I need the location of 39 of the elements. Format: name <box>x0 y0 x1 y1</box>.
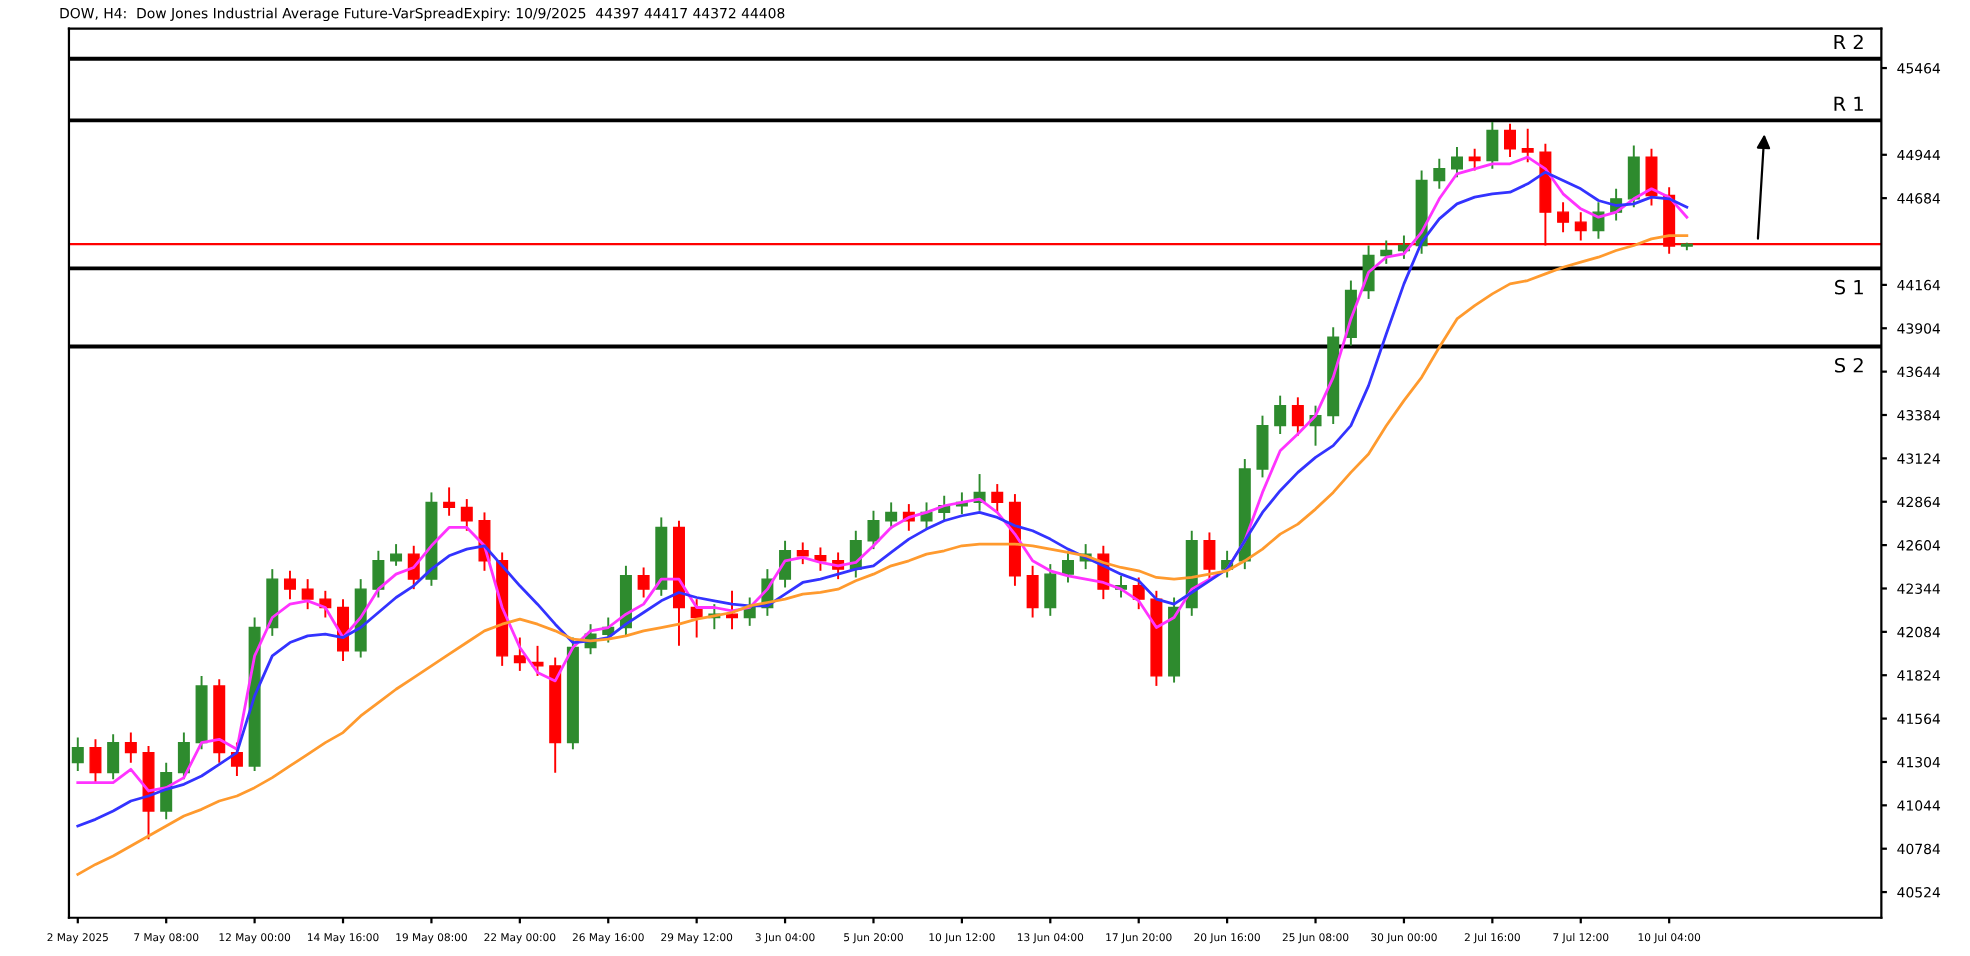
candlestick <box>1486 121 1499 170</box>
candlestick <box>1026 564 1039 619</box>
candlestick <box>1521 127 1534 164</box>
candlestick <box>390 543 403 567</box>
candlestick <box>177 731 190 781</box>
ref-line-label: S 1 <box>1835 279 1863 295</box>
candlestick <box>513 636 526 672</box>
candlestick <box>1504 122 1517 159</box>
candlestick <box>637 566 650 599</box>
candlestick <box>1557 201 1570 234</box>
candlestick <box>1433 157 1446 190</box>
candlestick <box>71 736 84 772</box>
candlestick <box>89 738 102 784</box>
candlestick <box>107 733 120 781</box>
candlestick <box>1274 394 1287 435</box>
candlestick <box>301 578 314 611</box>
candlestick <box>1061 549 1074 584</box>
candlestick <box>726 589 739 631</box>
candlestick <box>372 549 385 599</box>
candlestick <box>1450 146 1463 179</box>
ref-line-label: R 1 <box>1834 96 1863 111</box>
candlestick <box>283 569 296 601</box>
candlestick <box>867 509 880 551</box>
ref-line-label: S 2 <box>1835 357 1863 373</box>
candlestick <box>1203 531 1216 581</box>
candlestick <box>531 644 544 677</box>
ref-line-label: R 2 <box>1834 34 1863 50</box>
candlestick <box>991 483 1004 514</box>
candlestick <box>1256 414 1269 479</box>
candlestick <box>124 731 137 764</box>
candlestick <box>1627 144 1640 209</box>
line-series <box>76 234 1689 876</box>
candlestick <box>1044 563 1057 617</box>
candlestick <box>1380 239 1393 265</box>
candlestick <box>1645 147 1658 207</box>
candlestick <box>885 501 898 531</box>
candlestick <box>443 486 456 517</box>
candlestick <box>1291 396 1304 437</box>
candlestick <box>460 498 473 532</box>
